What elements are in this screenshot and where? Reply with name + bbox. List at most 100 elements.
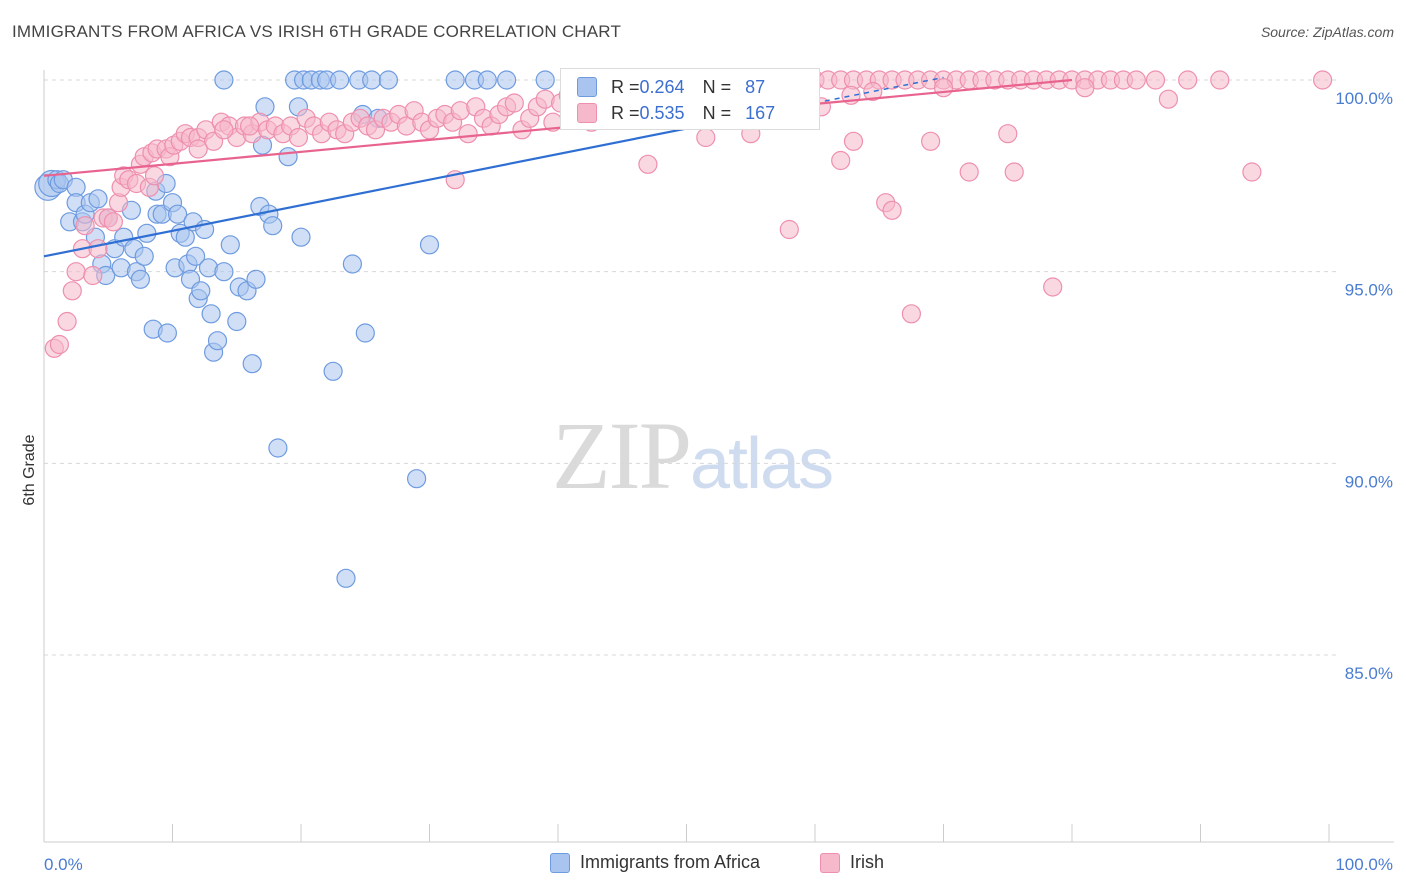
y-tick-label-90: 90.0% [1345, 472, 1393, 491]
irish-point [83, 265, 103, 286]
irish-point [1075, 78, 1095, 98]
africa-point [246, 269, 266, 289]
irish-point [458, 124, 478, 144]
irish-point [998, 124, 1018, 144]
y-tick-label-100: 100.0% [1335, 89, 1393, 108]
irish-point [188, 139, 208, 159]
africa-point [88, 189, 108, 209]
trend-line-africa-extension [814, 76, 944, 104]
irish-point [288, 127, 308, 148]
irish-point [49, 334, 70, 355]
legend-swatch-irish [820, 852, 840, 873]
africa-point [278, 147, 298, 167]
bottom-legend: Immigrants from Africa Irish [0, 852, 1406, 878]
africa-point [168, 204, 188, 224]
africa-point [268, 438, 288, 458]
irish-point [638, 154, 658, 174]
stats-n-value-africa: 87 [745, 76, 766, 97]
watermark: ZIPatlas [552, 400, 834, 511]
africa-point [201, 304, 221, 324]
irish-point [103, 212, 124, 232]
stats-r-label-irish: R = [611, 102, 640, 123]
irish-point [1004, 162, 1024, 182]
legend-swatch-africa [550, 852, 570, 873]
stats-n-label-africa: N = [702, 76, 732, 97]
africa-point [207, 331, 228, 351]
africa-point [186, 246, 206, 266]
africa-point [214, 262, 234, 282]
grid-layer [44, 79, 1339, 656]
stats-n-value-irish: 167 [745, 102, 776, 123]
legend-label-africa: Immigrants from Africa [580, 852, 761, 872]
africa-point [330, 70, 350, 90]
irish-point [920, 131, 941, 151]
irish-point [696, 127, 716, 148]
africa-point [497, 70, 517, 90]
watermark-zip: ZIP [552, 402, 692, 509]
irish-point [214, 120, 234, 140]
x-tick-label-100: 100.0% [1335, 855, 1393, 874]
chart-title: IMMIGRANTS FROM AFRICA VS IRISH 6TH GRAD… [12, 22, 622, 41]
africa-point [227, 311, 247, 332]
irish-point [1158, 89, 1179, 109]
africa-points [34, 70, 594, 588]
africa-point [263, 216, 283, 236]
africa-point [477, 70, 497, 90]
africa-point [355, 323, 375, 343]
irish-point [933, 78, 954, 98]
africa-point [220, 235, 240, 255]
africa-point [130, 269, 150, 289]
legend-item-africa[interactable]: Immigrants from Africa [550, 852, 760, 873]
stats-legend-box: R = 0.264 N = 87 R = 0.535 N = 167 [560, 68, 820, 130]
stats-r-label-africa: R = [611, 76, 640, 97]
irish-point [863, 81, 883, 102]
source-label: Source: ZipAtlas.com [1260, 24, 1394, 40]
irish-point [88, 239, 108, 259]
africa-point [157, 323, 177, 343]
africa-point [134, 246, 154, 266]
africa-point [291, 227, 311, 247]
africa-point [342, 254, 362, 274]
irish-point [779, 219, 799, 240]
y-tick-label-95: 95.0% [1345, 281, 1393, 300]
irish-point [901, 304, 922, 324]
irish-point [1126, 70, 1146, 90]
africa-point [407, 469, 427, 489]
irish-point [240, 116, 260, 136]
africa-point [362, 70, 382, 90]
africa-point [419, 235, 440, 255]
stats-n-label-irish: N = [702, 102, 732, 123]
irish-point [66, 262, 86, 282]
stats-r-value-irish: 0.535 [639, 102, 685, 123]
watermark-atlas: atlas [690, 424, 834, 504]
legend-item-irish[interactable]: Irish [820, 852, 884, 873]
africa-point [378, 70, 398, 90]
stats-row-africa: R = 0.264 N = 87 [577, 75, 765, 99]
irish-point [1178, 70, 1198, 90]
stats-r-value-africa: 0.264 [639, 76, 685, 97]
stats-swatch-africa [577, 77, 597, 97]
trend-line-irish [43, 78, 1073, 177]
irish-point [504, 93, 524, 113]
irish-point [831, 150, 851, 171]
irish-point [62, 281, 82, 301]
africa-point [214, 70, 234, 90]
axis-layer: 85.0% 90.0% 95.0% 100.0% 0.0% 100.0% [43, 70, 1394, 874]
africa-point [242, 354, 262, 374]
africa-point [336, 568, 356, 588]
irish-point [1210, 70, 1230, 90]
irish-point [1043, 277, 1063, 297]
africa-point [445, 70, 465, 90]
africa-point [191, 281, 211, 301]
africa-point [137, 223, 157, 243]
y-axis-label: 6th Grade [21, 434, 38, 505]
stats-swatch-irish [577, 103, 597, 123]
africa-point [535, 70, 555, 90]
irish-point [57, 311, 77, 332]
irish-point [959, 162, 979, 182]
irish-point [1145, 70, 1166, 90]
irish-point [75, 216, 95, 236]
irish-point [882, 200, 902, 220]
irish-point [843, 131, 864, 151]
